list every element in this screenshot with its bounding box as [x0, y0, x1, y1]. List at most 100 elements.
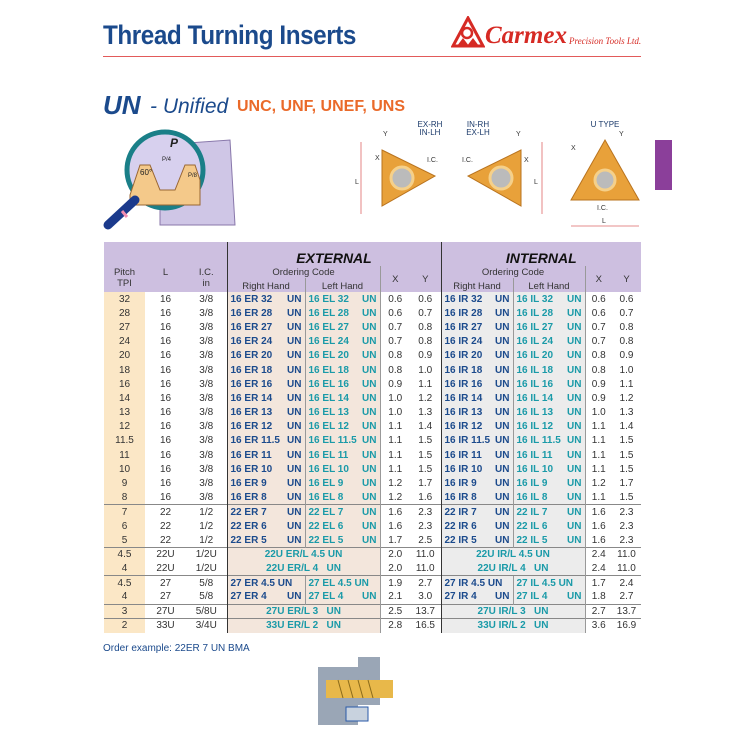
code-suffix: UN — [495, 435, 510, 447]
ic-cell: 5/8 — [199, 591, 214, 603]
code-text: 16 IR 11.5 — [444, 435, 491, 447]
code-text: 16 IR 28 — [444, 307, 483, 319]
code-text: 16 IR 18 — [444, 364, 483, 376]
int-x-cell: 0.9 — [584, 377, 612, 392]
code-suffix: UN — [567, 491, 582, 503]
int-x-cell: 1.8 — [584, 589, 612, 605]
table-row: 20 16 3/8 16 ER 20 UN 16 EL 20 UN 0.8 0.9 16 IR 2… — [104, 348, 641, 363]
code-suffix: UN — [287, 435, 302, 447]
code-text: 16 IR 9 — [444, 478, 477, 490]
int-rh-code: 16 IR 13 UN — [440, 405, 513, 420]
code-text: 16 IR 10 — [444, 463, 483, 475]
code-suffix: UN — [567, 534, 582, 546]
code-suffix: UN — [362, 591, 377, 603]
int-rh-code: 22 IR 7 UN — [440, 504, 513, 519]
int-lh-header: Left Hand — [512, 278, 585, 292]
ext-y-cell: 3.0 — [418, 591, 433, 603]
code-text: 16 EL 27 — [308, 321, 349, 333]
ext-lh-header: Left Hand — [304, 278, 380, 292]
ext-lh-code: 16 EL 13 UN — [304, 405, 380, 420]
ext-x-cell: 2.0 — [379, 546, 410, 562]
table-row: 2 33U 3/4U 33U ER/L 2 UN 2.8 16.5 33U IR/L 2 U… — [104, 617, 641, 633]
ext-y-cell: 13.7 — [410, 603, 441, 619]
ext-rh-code: 27 ER 4 UN — [226, 589, 305, 605]
code-suffix: UN — [362, 307, 377, 319]
int-lh-code: 16 IL 27 UN — [512, 320, 585, 335]
pitch-cell: 20 — [104, 348, 145, 363]
ext-y-cell: 1.2 — [418, 392, 433, 404]
insert1-label1: EX-RH — [417, 120, 443, 129]
table-row: 16 16 3/8 16 ER 16 UN 16 EL 16 UN 0.9 1.1 16 IR 1… — [104, 377, 641, 392]
code-text: 16 ER 12 — [230, 421, 273, 433]
table-row: 5 22 1/2 22 ER 5 UN 22 EL 5 UN 1.7 2.5 22 IR 5 UN 2… — [104, 533, 641, 548]
int-rh-code: 27 IR 4 UN — [440, 589, 513, 605]
section-code: UN — [103, 90, 141, 120]
table-row: 27 16 3/8 16 ER 27 UN 16 EL 27 UN 0.7 0.8 16 IR 2… — [104, 320, 641, 335]
ext-y-cell: 1.0 — [418, 364, 433, 376]
ext-rh-code: 22 ER 7 UN — [226, 504, 305, 519]
int-x-cell: 0.7 — [584, 334, 612, 349]
y-dim: Y — [383, 131, 388, 138]
code-suffix: UN — [495, 478, 510, 490]
ext-x-cell: 1.2 — [379, 490, 410, 505]
int-x-cell: 1.0 — [584, 405, 612, 420]
code-suffix: UN — [495, 407, 510, 419]
code-text: 16 IL 11 — [516, 449, 553, 461]
code-text: 16 EL 32 — [308, 293, 349, 305]
int-rh-code: 16 IR 14 UN — [440, 391, 513, 406]
int-x-cell: 0.8 — [584, 362, 612, 378]
ext-y-cell: 1.3 — [418, 407, 433, 419]
code-text: 16 IL 11.5 — [516, 435, 561, 447]
ext-y-cell: 1.5 — [418, 435, 433, 447]
int-x-cell: 2.4 — [584, 546, 612, 562]
ext-rh-code: 16 ER 13 UN — [226, 405, 305, 420]
internal-header: INTERNAL — [440, 242, 641, 266]
table-row: 24 16 3/8 16 ER 24 UN 16 EL 24 UN 0.7 0.8 16 IR 2… — [104, 334, 641, 349]
code-suffix: UN — [495, 293, 510, 305]
code-suffix: UN — [287, 463, 302, 475]
ext-lh-code: 16 EL 27 UN — [304, 320, 380, 335]
int-y-cell: 1.3 — [619, 407, 634, 419]
l-cell: 16 — [159, 321, 172, 333]
code-suffix: UN — [495, 364, 510, 376]
int-rh-code: 22 IR 5 UN — [440, 533, 513, 548]
code-suffix: UN — [495, 321, 510, 333]
ext-lh-code: 16 EL 32 UN — [304, 292, 380, 307]
int-x-cell: 1.1 — [584, 462, 612, 477]
ext-ordering-code-header: Ordering Code — [226, 266, 380, 278]
int-rh-code: 16 IR 11.5 UN — [440, 433, 513, 449]
pitch-header: Pitch — [104, 266, 145, 278]
table-row: 4.5 22U 1/2U 22U ER/L 4.5 UN 2.0 11.0 22U IR/L… — [104, 546, 641, 562]
code-suffix: UN — [495, 307, 510, 319]
code-suffix: UN — [495, 350, 510, 362]
ext-y-cell: 0.6 — [418, 293, 433, 305]
table-row: 4.5 27 5/8 27 ER 4.5 UN 27 EL 4.5 UN 1.9 2.7 27… — [104, 575, 641, 590]
int-y-cell: 2.3 — [612, 504, 641, 519]
pitch-cell: 11.5 — [104, 433, 145, 449]
table-row: 11.5 16 3/8 16 ER 11.5 UN 16 EL 11.5 UN 1.1 1.5 1… — [104, 433, 641, 449]
code-suffix: UN — [567, 506, 582, 518]
ic-header: I.C. — [186, 266, 227, 278]
int-x-cell: 1.6 — [584, 504, 612, 519]
code-suffix: UN — [495, 421, 510, 433]
carmex-logo-icon — [451, 16, 485, 48]
ext-x-cell: 0.6 — [379, 306, 410, 321]
code-text: 16 EL 12 — [308, 421, 349, 433]
int-x-cell: 1.1 — [584, 448, 612, 463]
x-dim: X — [571, 145, 576, 152]
ext-y-cell: 0.9 — [418, 350, 433, 362]
code-suffix: UN — [287, 293, 302, 305]
l-cell: 16 — [159, 293, 172, 305]
ic-cell: 3/8 — [199, 449, 214, 461]
ext-x-cell: 2.0 — [379, 561, 410, 576]
code-suffix: UN — [567, 421, 582, 433]
table-row: 18 16 3/8 16 ER 18 UN 16 EL 18 UN 0.8 1.0 16 IR 1… — [104, 362, 641, 378]
ic-cell: 3/8 — [199, 378, 214, 390]
int-rh-code: 22 IR 6 UN — [440, 519, 513, 534]
code-suffix: UN — [495, 591, 510, 603]
code-text: 16 IL 28 — [516, 307, 554, 319]
int-rh-code: 16 IR 10 UN — [440, 462, 513, 477]
code-text: 16 ER 9 — [230, 478, 267, 490]
ext-lh-code: 16 EL 10 UN — [304, 462, 380, 477]
code-suffix: UN — [495, 491, 510, 503]
